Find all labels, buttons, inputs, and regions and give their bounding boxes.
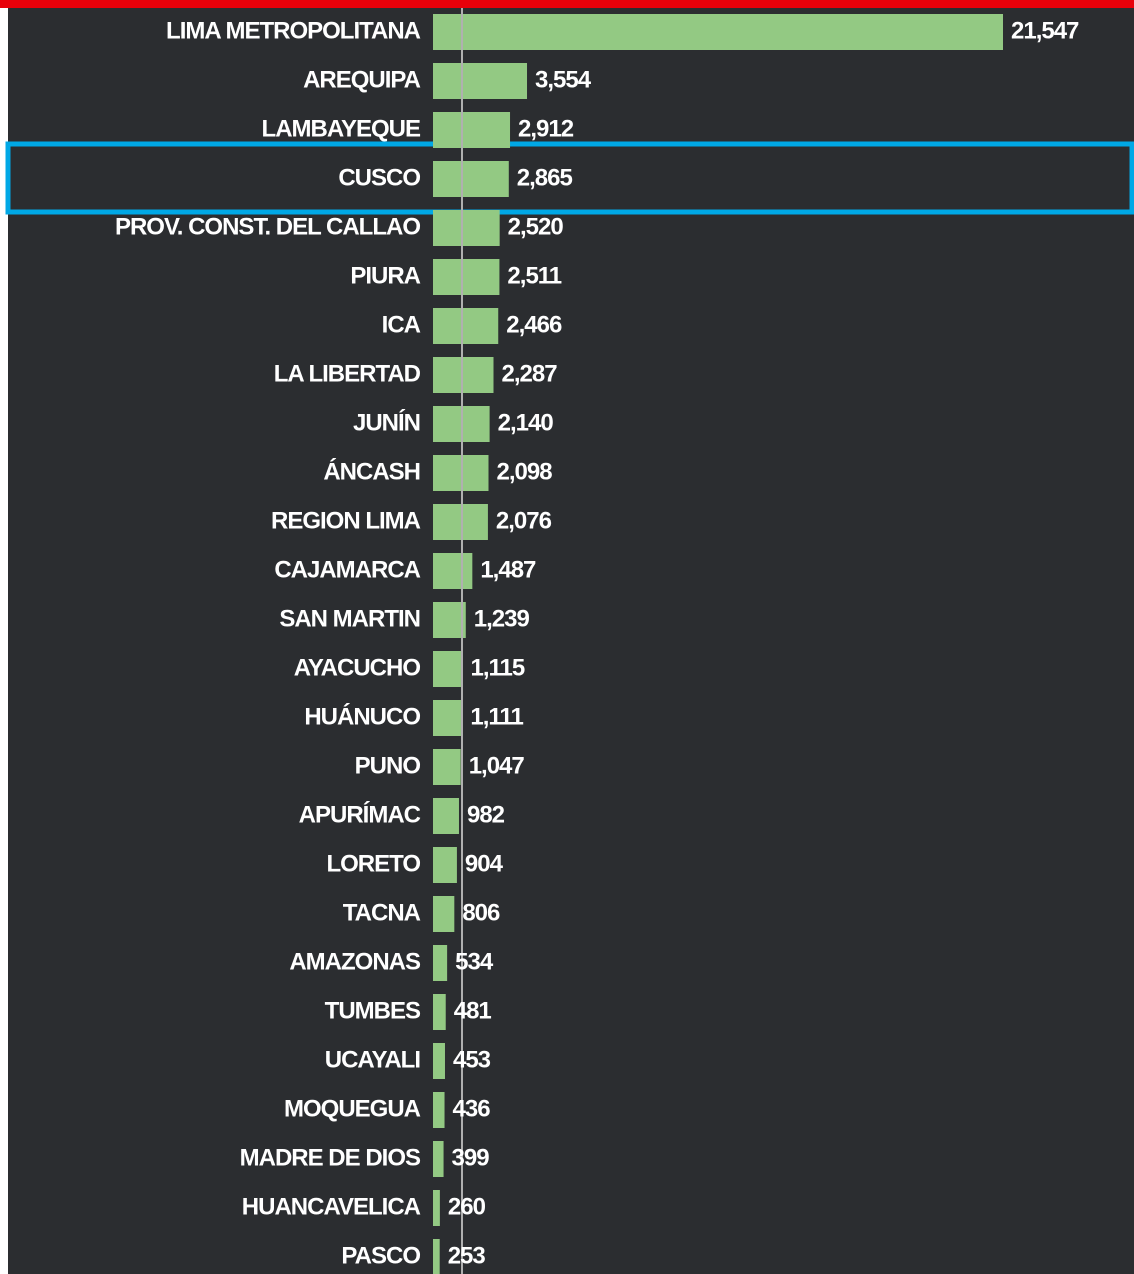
value-label: 436	[453, 1095, 491, 1122]
value-label: 260	[448, 1193, 486, 1220]
bar	[433, 553, 473, 589]
bar	[433, 1239, 440, 1274]
category-label: PASCO	[341, 1242, 420, 1269]
value-label: 2,865	[517, 164, 573, 191]
category-label: MADRE DE DIOS	[240, 1144, 421, 1171]
category-label: LIMA METROPOLITANA	[166, 17, 421, 44]
bar	[433, 210, 500, 246]
category-label: AYACUCHO	[294, 654, 421, 681]
value-label: 534	[455, 948, 494, 975]
category-label: AMAZONAS	[289, 948, 421, 975]
bar	[433, 847, 457, 883]
value-label: 253	[448, 1242, 486, 1269]
category-label: SAN MARTIN	[279, 605, 420, 632]
value-label: 2,466	[506, 311, 562, 338]
value-label: 2,140	[498, 409, 554, 436]
bar	[433, 112, 511, 148]
category-label: APURÍMAC	[299, 800, 421, 828]
highlight-box	[5, 141, 1134, 215]
header-band	[0, 0, 1134, 8]
value-label: 2,098	[497, 458, 553, 485]
value-label: 481	[454, 997, 492, 1024]
value-label: 2,287	[501, 360, 557, 387]
category-label: LORETO	[326, 850, 420, 877]
category-label: CUSCO	[338, 164, 420, 191]
category-label: PUNO	[355, 752, 421, 779]
category-label: MOQUEGUA	[284, 1095, 421, 1122]
bar	[433, 651, 463, 687]
bar	[433, 798, 459, 834]
bar	[433, 700, 463, 736]
bar	[433, 602, 466, 638]
value-label: 3,554	[535, 66, 592, 93]
category-label: CAJAMARCA	[274, 556, 420, 583]
category-label: JUNÍN	[353, 408, 420, 436]
value-label: 1,111	[470, 703, 523, 730]
category-label: ÁNCASH	[323, 457, 420, 485]
category-label: LAMBAYEQUE	[262, 115, 421, 142]
bar	[433, 896, 455, 932]
value-label: 453	[453, 1046, 491, 1073]
bar	[433, 945, 448, 981]
category-label: TACNA	[343, 899, 421, 926]
value-label: 806	[462, 899, 500, 926]
category-label: UCAYALI	[325, 1046, 421, 1073]
bar	[433, 1043, 445, 1079]
bars	[433, 14, 1003, 1274]
value-label: 1,047	[469, 752, 525, 779]
value-label: 2,076	[496, 507, 552, 534]
bar	[433, 749, 461, 785]
bar	[433, 357, 494, 393]
bar	[433, 1190, 440, 1226]
bar	[433, 14, 1003, 50]
value-label: 1,239	[474, 605, 530, 632]
category-label: HUANCAVELICA	[242, 1193, 421, 1220]
bar	[433, 504, 488, 540]
bar	[433, 1141, 444, 1177]
value-label: 2,912	[518, 115, 574, 142]
category-label: TUMBES	[325, 997, 421, 1024]
category-label: PIURA	[350, 262, 420, 289]
value-label: 982	[467, 801, 505, 828]
category-label: ICA	[382, 311, 421, 338]
category-label: PROV. CONST. DEL CALLAO	[115, 213, 420, 240]
bar	[433, 259, 500, 295]
bar	[433, 1092, 445, 1128]
value-label: 1,487	[480, 556, 536, 583]
value-label: 399	[452, 1144, 490, 1171]
category-label: HUÁNUCO	[304, 702, 420, 730]
value-label: 2,511	[507, 262, 561, 289]
value-label: 1,115	[470, 654, 524, 681]
category-label: LA LIBERTAD	[274, 360, 421, 387]
bar	[433, 455, 489, 491]
bar	[433, 308, 499, 344]
bar	[433, 994, 446, 1030]
category-label: REGION LIMA	[271, 507, 421, 534]
category-label: AREQUIPA	[303, 66, 421, 93]
bar	[433, 63, 528, 99]
bar	[433, 161, 509, 197]
value-label: 904	[465, 850, 504, 877]
value-label: 2,520	[508, 213, 564, 240]
value-label: 21,547	[1011, 17, 1079, 44]
